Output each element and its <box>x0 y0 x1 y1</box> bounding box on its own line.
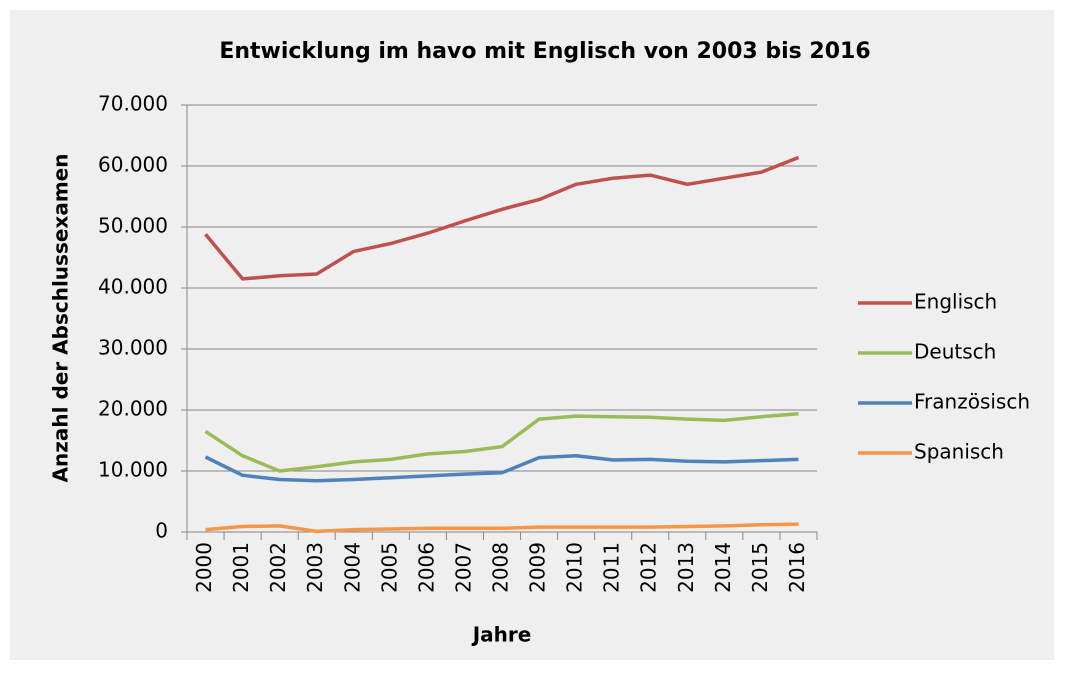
x-tick-label: 2013 <box>674 542 698 593</box>
x-tick-label: 2012 <box>637 542 661 593</box>
x-tick-label: 2014 <box>711 542 735 593</box>
y-tick-label: 0 <box>155 519 168 543</box>
x-tick-label: 2009 <box>526 542 550 593</box>
y-tick-label: 40.000 <box>98 275 168 299</box>
legend-label: Deutsch <box>914 340 996 364</box>
legend-label: Spanisch <box>914 440 1004 464</box>
x-tick-label: 2000 <box>192 542 216 593</box>
x-tick-label: 2006 <box>414 542 438 593</box>
y-tick-label: 10.000 <box>98 458 168 482</box>
y-tick-label: 60.000 <box>98 153 168 177</box>
x-tick-label: 2001 <box>229 542 253 593</box>
x-tick-label: 2003 <box>303 542 327 593</box>
line-series <box>205 522 799 534</box>
x-tick-label: 2007 <box>451 542 475 593</box>
x-tick-label: 2010 <box>563 542 587 593</box>
legend-label: Französisch <box>914 390 1030 414</box>
chart-title: Entwicklung im havo mit Englisch von 200… <box>219 39 870 64</box>
y-tick-label: 50.000 <box>98 214 168 238</box>
y-tick-label: 30.000 <box>98 336 168 360</box>
legend-label: Englisch <box>914 290 997 314</box>
x-tick-label: 2004 <box>340 542 364 593</box>
x-tick-label: 2015 <box>748 542 772 593</box>
y-tick-label: 20.000 <box>98 397 168 421</box>
line-series <box>204 454 799 483</box>
x-axis-title: Jahre <box>471 623 532 647</box>
line-series <box>204 411 799 473</box>
y-axis-title: Anzahl der Abschlussexamen <box>49 154 73 483</box>
y-tick-label: 70.000 <box>98 92 168 116</box>
x-tick-label: 2011 <box>600 542 624 593</box>
x-tick-label: 2008 <box>489 542 513 593</box>
line-series <box>204 155 800 281</box>
chart-background <box>10 10 1054 660</box>
x-tick-label: 2002 <box>266 542 290 593</box>
x-tick-label: 2005 <box>377 542 401 593</box>
x-tick-label: 2016 <box>785 542 809 593</box>
